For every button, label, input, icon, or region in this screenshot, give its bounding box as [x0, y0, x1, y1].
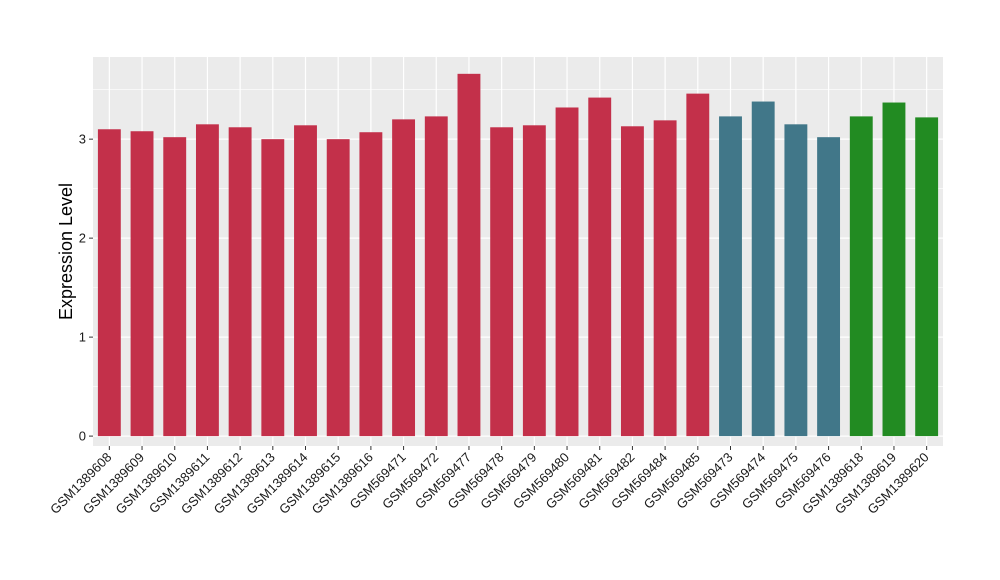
bar — [97, 129, 121, 437]
bar — [849, 116, 873, 437]
y-tick-label: 3 — [79, 132, 86, 147]
bar — [817, 137, 841, 437]
y-axis-title: Expression Level — [56, 183, 76, 320]
bar — [490, 127, 514, 437]
bar — [359, 132, 383, 437]
bars — [97, 73, 939, 437]
y-tick-label: 2 — [79, 231, 86, 246]
bar — [653, 120, 677, 437]
bar — [228, 127, 252, 437]
bar — [457, 73, 481, 437]
bar — [130, 131, 154, 437]
bar — [261, 139, 285, 437]
bar — [882, 102, 906, 437]
bar — [392, 119, 416, 437]
y-tick-label: 0 — [79, 429, 86, 444]
bar — [555, 107, 579, 437]
bar — [326, 139, 350, 437]
y-tick-label: 1 — [79, 330, 86, 345]
y-axis: 0 1 2 3 — [79, 132, 93, 444]
bar — [522, 125, 546, 437]
bar — [686, 93, 710, 437]
bar — [163, 137, 187, 437]
bar — [195, 124, 219, 437]
bar — [915, 117, 939, 437]
plot-panel — [93, 57, 943, 446]
bar — [751, 101, 775, 437]
bar — [620, 126, 644, 437]
bar — [424, 116, 448, 437]
x-axis: GSM1389608GSM1389609GSM1389610GSM1389611… — [47, 446, 932, 517]
bar — [294, 125, 317, 437]
bar — [784, 124, 808, 437]
bar — [588, 97, 612, 437]
bar — [719, 116, 742, 437]
